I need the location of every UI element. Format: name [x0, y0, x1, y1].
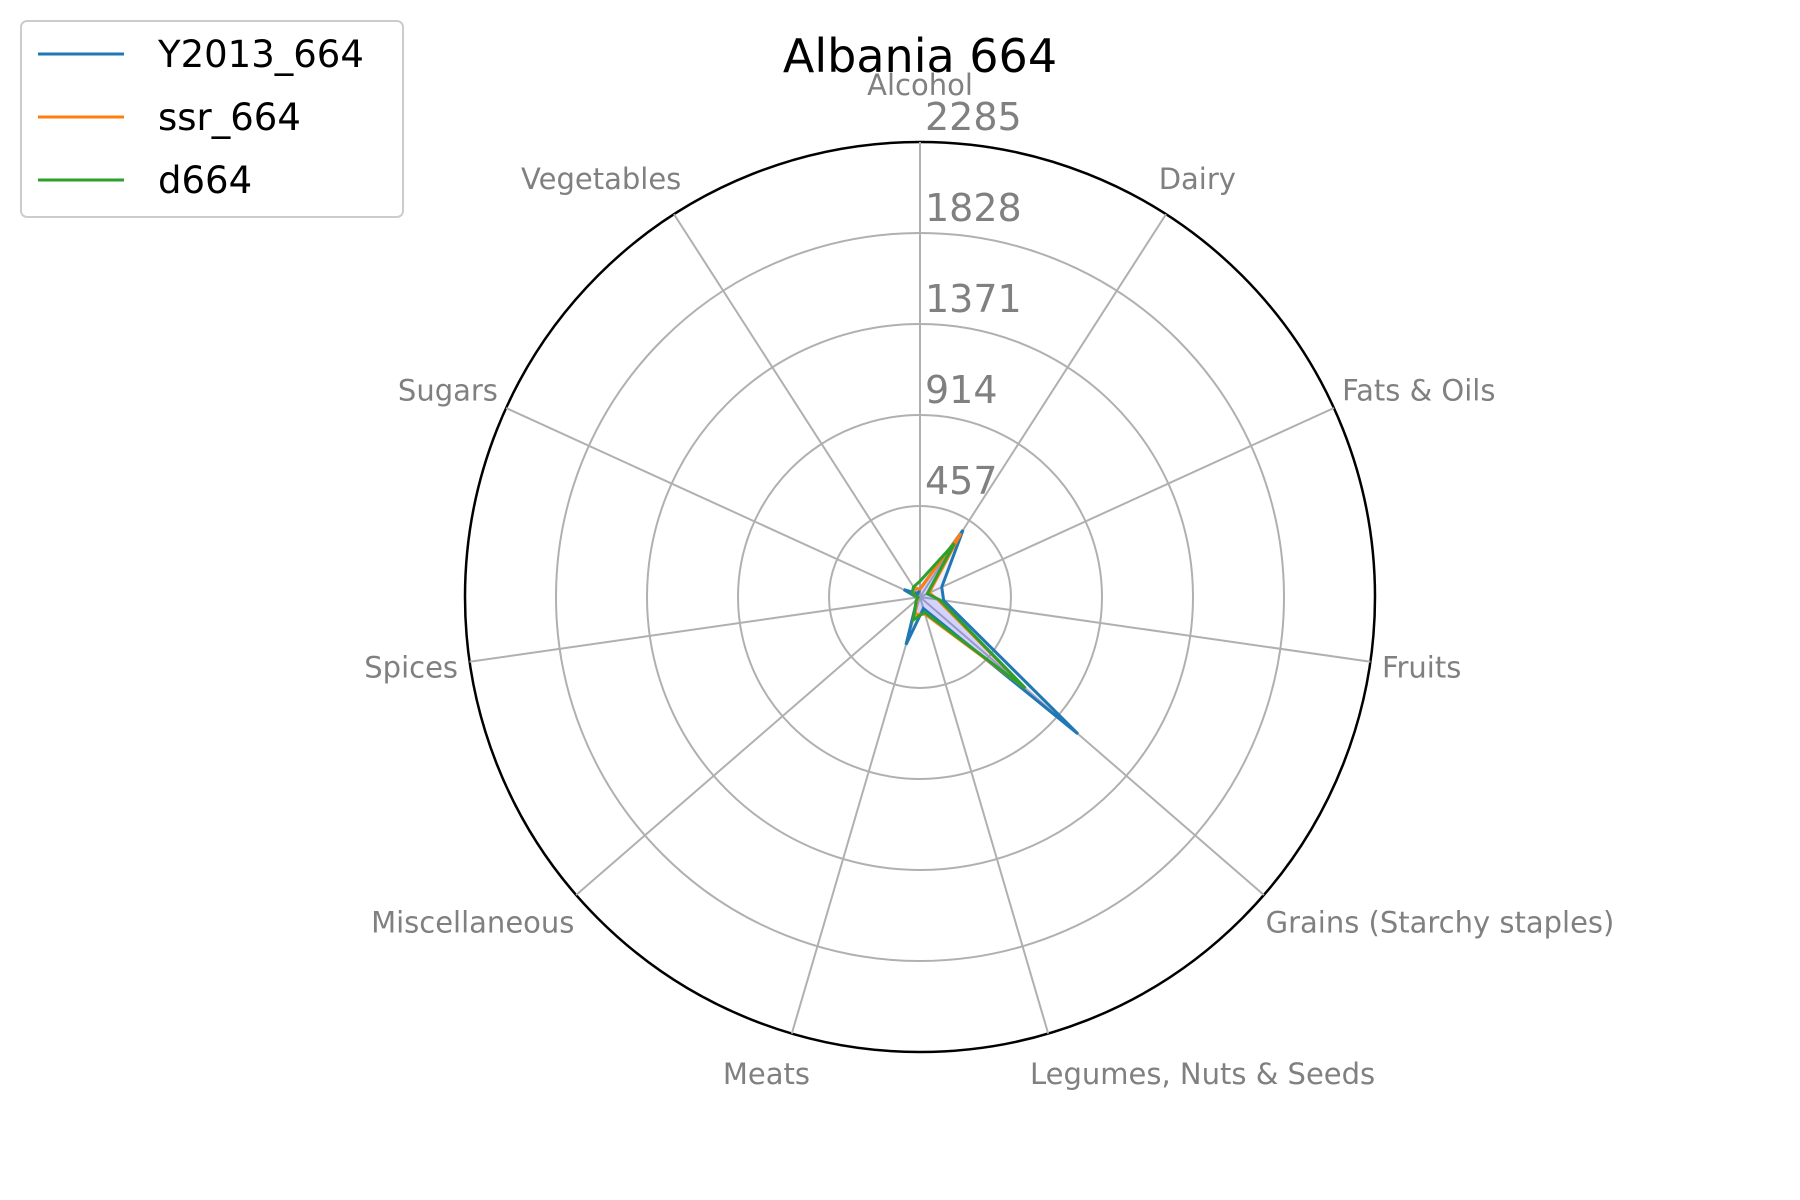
series-line-Y2013_664 [902, 529, 1080, 736]
chart-title: Albania 664 [783, 29, 1057, 83]
category-label: Meats [723, 1057, 810, 1091]
spoke [575, 596, 921, 896]
radial-tick-label: 2285 [925, 95, 1022, 139]
category-label: Dairy [1159, 162, 1236, 196]
category-label: Sugars [398, 374, 498, 408]
series-line-d664 [910, 542, 1027, 690]
spoke [505, 407, 921, 598]
series-lines [902, 529, 1080, 736]
category-label: Grains (Starchy staples) [1266, 905, 1615, 939]
radial-tick-label: 457 [925, 459, 998, 503]
category-label: Alcohol [867, 68, 973, 102]
grid [463, 140, 1377, 1054]
category-label: Fats & Oils [1342, 374, 1495, 408]
legend: Y2013_664 ssr_664 d664 [20, 20, 404, 218]
legend-label: d664 [158, 159, 252, 202]
spoke [919, 596, 1265, 896]
spoke [919, 596, 1371, 663]
radial-tick-label: 1828 [925, 186, 1022, 230]
spoke [919, 407, 1335, 598]
spoke [919, 596, 1050, 1034]
category-label: Legumes, Nuts & Seeds [1030, 1057, 1375, 1091]
radial-tick-label: 1371 [925, 277, 1022, 321]
category-label: Miscellaneous [371, 905, 574, 939]
series-fill [912, 533, 1026, 689]
legend-label: ssr_664 [158, 96, 301, 139]
spoke [790, 596, 921, 1034]
radial-tick-label: 914 [925, 368, 998, 412]
spoke [673, 213, 921, 598]
category-label: Vegetables [521, 162, 681, 196]
category-label: Fruits [1382, 651, 1461, 685]
legend-frame [20, 20, 404, 218]
labels: Alcohol Dairy Fats & Oils Fruits Grains (Sta… [364, 68, 1614, 1091]
spoke [469, 596, 921, 663]
category-label: Spices [364, 651, 458, 685]
legend-label: Y2013_664 [157, 33, 364, 76]
